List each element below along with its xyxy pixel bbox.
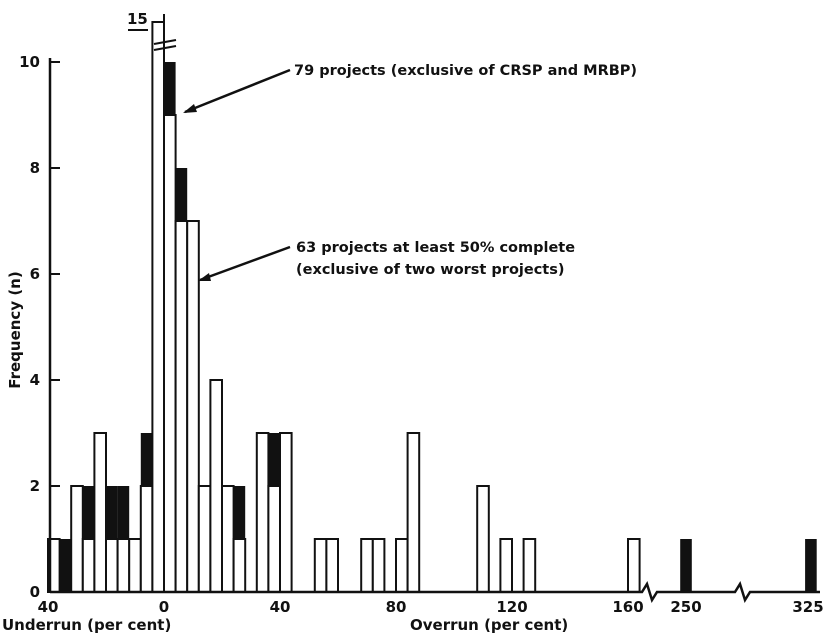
bar-63-projects [81,538,96,593]
bar-63-projects [151,21,165,593]
y-axis-label: Frequency (n) [6,271,24,388]
x-tick-label: 120 [496,598,527,616]
bar-63-projects [325,538,339,593]
bars-layer [47,21,817,593]
x-tick-label: 40 [270,598,291,616]
bar-63-projects [313,538,328,593]
bar-79-projects [805,539,817,592]
annotation-arrow-79 [184,68,291,114]
bar-63-projects [70,485,84,593]
bar-63-projects [279,432,293,593]
x-tick-label: 80 [386,598,407,616]
annotation-63-projects-line1: 63 projects at least 50% complete [296,240,575,256]
y-tick-label: 10 [19,53,40,71]
bar-63-projects [360,538,374,593]
y-tick-label: 4 [30,371,40,389]
x-tick-label: 325 [792,598,823,616]
y-tick-label: 6 [30,265,40,283]
bar-79-projects [59,539,72,592]
y-break-slash-2 [153,45,177,51]
bar-63-projects [139,485,154,593]
bar-63-projects [116,538,131,593]
bar-63-projects [395,538,409,593]
bar-63-projects [93,432,108,593]
x-axis-line [50,581,820,603]
x-tick-label: 250 [670,598,701,616]
bar-63-projects [197,485,212,593]
y-break-slash-1 [153,39,177,45]
bar-63-projects [232,538,247,593]
bar-63-projects [186,220,200,593]
x-tick-label: 160 [612,598,643,616]
annotation-arrowhead-79 [183,104,197,113]
bar-63-projects [128,538,142,593]
x-tick-label: 0 [159,598,169,616]
annotation-63-projects-line2: (exclusive of two worst projects) [296,262,565,278]
bar-63-projects [209,379,223,593]
y-break-label: 15 [127,10,148,28]
y-tick-label: 8 [30,159,40,177]
bar-63-projects [627,538,641,593]
y-tick-label: 0 [30,583,40,601]
bar-63-projects [499,538,513,593]
bar-63-projects [163,114,177,593]
x-axis-label-underrun: Underrun (per cent) [2,616,171,634]
bar-63-projects [221,485,235,593]
bar-63-projects [476,485,490,593]
axes-layer [48,26,820,603]
annotation-79-projects: 79 projects (exclusive of CRSP and MRBP) [294,63,637,79]
annotation-arrowhead-63 [198,273,211,281]
bar-79-projects [680,539,692,592]
bar-63-projects [174,220,189,593]
bar-63-projects [105,538,119,593]
bar-63-projects [522,538,537,593]
annotation-arrow-63 [199,245,291,282]
bar-63-projects [406,432,421,593]
bar-63-projects [371,538,386,593]
x-tick-label: 40 [38,598,59,616]
x-axis-label-overrun: Overrun (per cent) [410,616,568,634]
bar-63-projects [255,432,270,593]
y-tick-label: 2 [30,477,40,495]
bar-63-projects [267,485,281,593]
